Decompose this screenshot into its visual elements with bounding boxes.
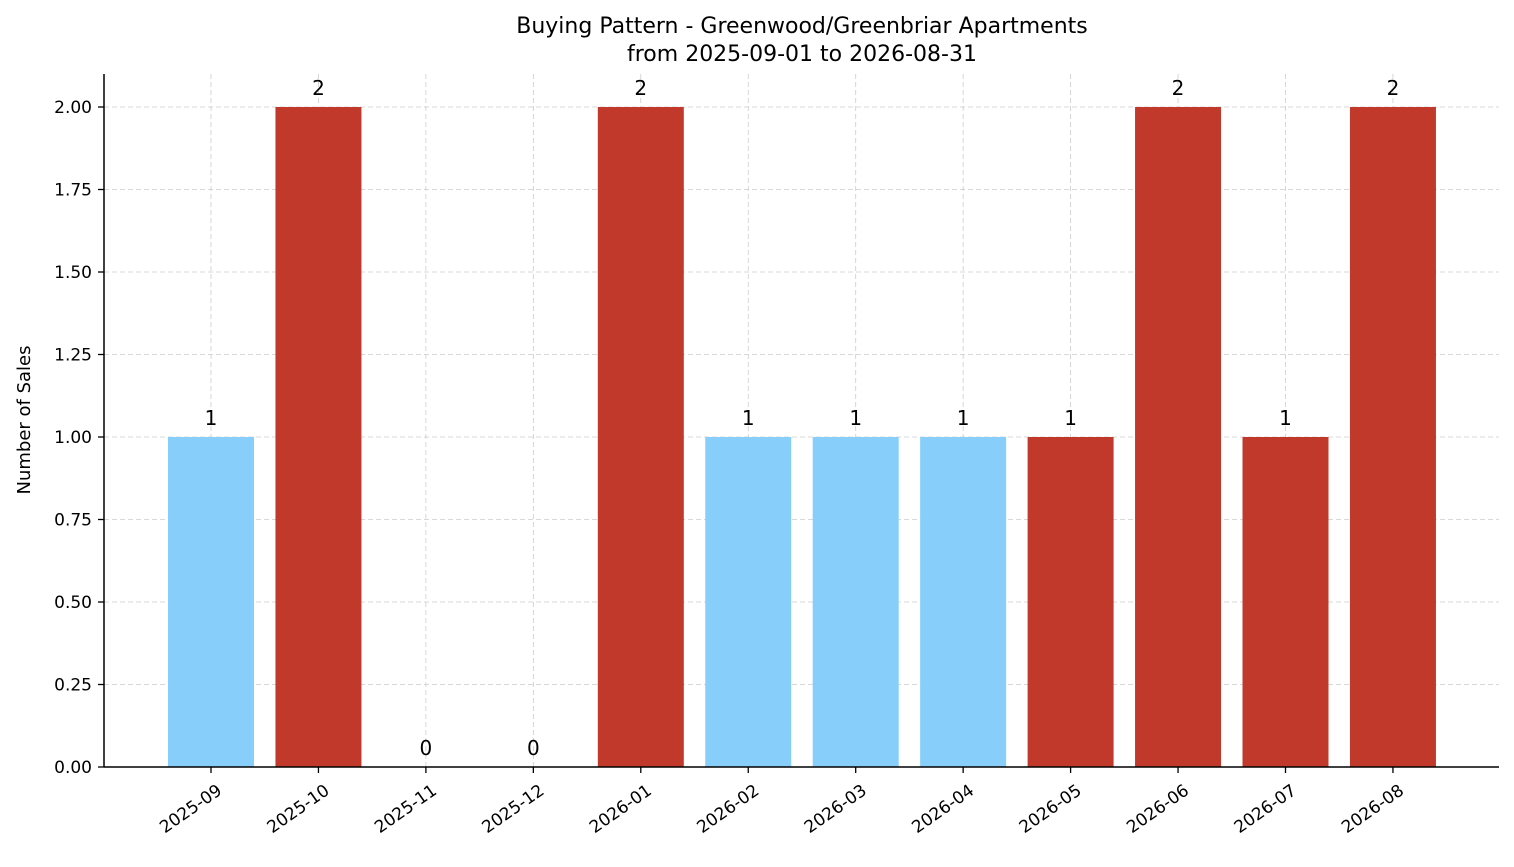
x-tick-label: 2025-09 [156, 781, 226, 838]
y-tick-label: 1.00 [54, 428, 92, 448]
bar-value-label: 2 [1172, 76, 1185, 100]
chart-subtitle: from 2025-09-01 to 2026-08-31 [627, 42, 977, 67]
y-tick-label: 0.00 [54, 758, 92, 778]
bar [705, 437, 792, 767]
x-tick-label: 2026-08 [1338, 781, 1408, 838]
y-tick-label: 0.25 [54, 676, 92, 696]
bar-value-label: 0 [420, 736, 433, 760]
x-tick-label: 2026-01 [586, 781, 656, 838]
bar [920, 437, 1007, 767]
bars [168, 107, 1436, 767]
bar [1135, 107, 1222, 767]
bar [168, 437, 254, 767]
bar-value-label: 0 [527, 736, 540, 760]
x-tick-label: 2026-04 [908, 781, 978, 838]
y-tick-label: 0.50 [54, 593, 92, 613]
bar-value-label: 1 [742, 406, 755, 430]
bar-value-label: 1 [957, 406, 970, 430]
bar [1349, 107, 1436, 767]
bar [1027, 437, 1114, 767]
x-tick-label: 2026-06 [1123, 781, 1193, 838]
x-tick-label: 2026-05 [1016, 781, 1086, 838]
bar-value-label: 2 [634, 76, 647, 100]
x-tick-label: 2026-02 [693, 781, 763, 838]
bar-value-label: 1 [849, 406, 862, 430]
y-axis-label: Number of Sales [14, 345, 35, 494]
x-tick-label: 2025-11 [371, 781, 441, 838]
bar [812, 437, 899, 767]
bar [597, 107, 684, 767]
chart-title: Buying Pattern - Greenwood/Greenbriar Ap… [516, 14, 1087, 39]
x-tick-label: 2025-10 [264, 781, 334, 838]
data-labels: 1 2 0 0 2 1 1 1 1 2 1 2 [205, 76, 1400, 760]
x-tick-label: 2025-12 [479, 781, 549, 838]
y-ticks: 0.00 0.25 0.50 0.75 1.00 1.25 1.50 1.75 2.00 [54, 98, 104, 778]
y-tick-label: 0.75 [54, 511, 92, 531]
bar-value-label: 1 [1279, 406, 1292, 430]
y-tick-label: 1.50 [54, 263, 92, 283]
bar-value-label: 1 [1064, 406, 1077, 430]
y-tick-label: 1.25 [54, 346, 92, 366]
y-tick-label: 1.75 [54, 181, 92, 201]
bar [1242, 437, 1329, 767]
x-tick-label: 2026-07 [1231, 781, 1301, 838]
y-tick-label: 2.00 [54, 98, 92, 118]
bar-value-label: 1 [205, 406, 218, 430]
bar-value-label: 2 [312, 76, 325, 100]
x-tick-label: 2026-03 [801, 781, 871, 838]
x-ticks: 2025-09 2025-10 2025-11 2025-12 2026-01 2026-… [156, 767, 1408, 838]
bar-value-label: 2 [1387, 76, 1400, 100]
bar [275, 107, 362, 767]
